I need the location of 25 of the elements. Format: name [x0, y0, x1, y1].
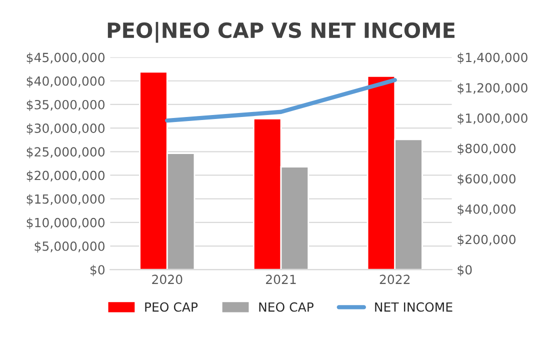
legend-label: NEO CAP [259, 302, 314, 312]
y2-tick-label: $200,000 [458, 234, 516, 246]
y-tick-label: $45,000,000 [26, 52, 105, 64]
y-tick-label: $15,000,000 [26, 194, 105, 206]
x-tick-label: 2022 [380, 274, 410, 284]
y2-tick-label: $1,200,000 [458, 82, 528, 94]
y2-tick-label: $400,000 [458, 204, 516, 216]
legend-label: NET INCOME [375, 302, 452, 312]
y2-tick-label: $800,000 [458, 144, 516, 155]
y-tick-label: $10,000,000 [26, 218, 105, 230]
y-tick-label: $30,000,000 [26, 123, 105, 135]
x-tick-label: 2020 [152, 274, 182, 284]
y-tick-label: $40,000,000 [26, 76, 105, 88]
y-tick-label: $35,000,000 [26, 100, 105, 112]
y-tick-label: $20,000,000 [26, 170, 105, 182]
x-tick-label: 2021 [266, 274, 296, 284]
y2-tick-label: $600,000 [458, 174, 516, 186]
y-tick-label: $25,000,000 [26, 146, 105, 158]
y-tick-label: $0 [90, 264, 105, 276]
y2-tick-label: $0 [458, 264, 472, 276]
y2-tick-label: $1,000,000 [458, 113, 528, 125]
y2-tick-label: $1,400,000 [458, 52, 528, 64]
chart-title: PEO|NEO CAP VS NET INCOME [108, 22, 455, 43]
y-tick-label: $5,000,000 [34, 241, 105, 253]
legend-label: PEO CAP [145, 302, 198, 312]
